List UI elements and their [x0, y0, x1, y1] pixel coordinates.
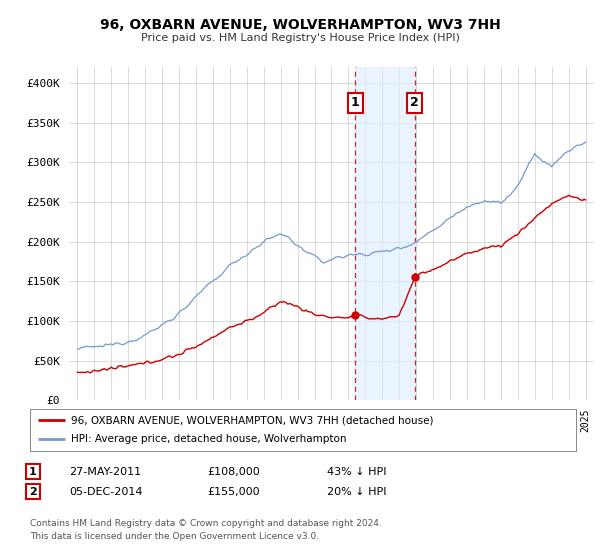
Text: 2: 2: [29, 487, 37, 497]
Text: £108,000: £108,000: [207, 466, 260, 477]
Bar: [355, 67, 415, 400]
Text: 2: 2: [410, 96, 419, 109]
Text: 27-MAY-2011: 27-MAY-2011: [69, 466, 141, 477]
Text: 1: 1: [351, 96, 360, 109]
Text: 96, OXBARN AVENUE, WOLVERHAMPTON, WV3 7HH: 96, OXBARN AVENUE, WOLVERHAMPTON, WV3 7H…: [100, 18, 500, 32]
Text: 96, OXBARN AVENUE, WOLVERHAMPTON, WV3 7HH (detached house): 96, OXBARN AVENUE, WOLVERHAMPTON, WV3 7H…: [71, 415, 433, 425]
Text: 20% ↓ HPI: 20% ↓ HPI: [327, 487, 386, 497]
Text: 05-DEC-2014: 05-DEC-2014: [69, 487, 143, 497]
Text: 1: 1: [29, 466, 37, 477]
Text: Price paid vs. HM Land Registry's House Price Index (HPI): Price paid vs. HM Land Registry's House …: [140, 32, 460, 43]
Text: 43% ↓ HPI: 43% ↓ HPI: [327, 466, 386, 477]
Text: Contains HM Land Registry data © Crown copyright and database right 2024.: Contains HM Land Registry data © Crown c…: [30, 519, 382, 528]
Text: This data is licensed under the Open Government Licence v3.0.: This data is licensed under the Open Gov…: [30, 532, 319, 541]
Text: £155,000: £155,000: [207, 487, 260, 497]
Text: HPI: Average price, detached house, Wolverhampton: HPI: Average price, detached house, Wolv…: [71, 435, 346, 445]
